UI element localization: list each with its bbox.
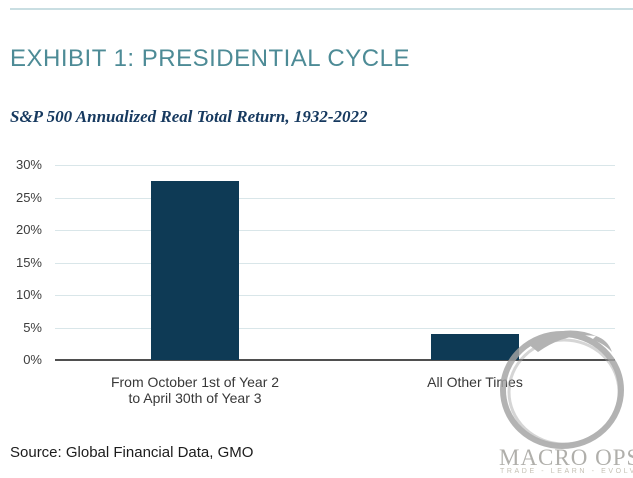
logo-wordmark: MACRO OPS [499,445,633,470]
y-axis-tick-label: 5% [23,319,42,335]
x-axis-label-line: to April 30th of Year 3 [128,390,262,406]
top-divider-rule [10,8,633,10]
y-axis-tick-label: 10% [15,287,42,302]
x-axis-label-line: From October 1st of Year 2 [110,374,280,390]
x-axis-category-label: From October 1st of Year 2 to April 30th … [65,374,325,406]
y-axis-tick-label: 30% [15,157,42,172]
y-axis-tick-label: 0% [23,352,42,367]
gridline [55,262,615,264]
source-attribution: Source: Global Financial Data, GMO [10,444,254,461]
enso-circle-icon [500,330,624,449]
y-axis-tick-label: 25% [15,189,42,205]
bar-series-0 [151,181,239,360]
y-axis-tick-label: 20% [15,222,42,237]
page-title: EXHIBIT 1: PRESIDENTIAL CYCLE [10,45,410,72]
macro-ops-logo: MACRO OPS TRADE - LEARN - EVOLVE [492,322,633,478]
gridline [55,327,615,329]
gridline [55,230,615,231]
bar-series-1 [431,334,519,360]
y-axis-tick-label: 15% [15,254,42,270]
x-axis-line [55,359,615,361]
gridline [55,165,615,166]
logo-tagline: TRADE - LEARN - EVOLVE [500,468,633,475]
gridline [55,197,615,199]
x-axis-label-line: All Other Times [427,374,523,390]
x-axis-category-label: All Other Times [345,374,605,390]
gridline [55,295,615,296]
chart-subtitle: S&P 500 Annualized Real Total Return, 19… [10,107,368,126]
